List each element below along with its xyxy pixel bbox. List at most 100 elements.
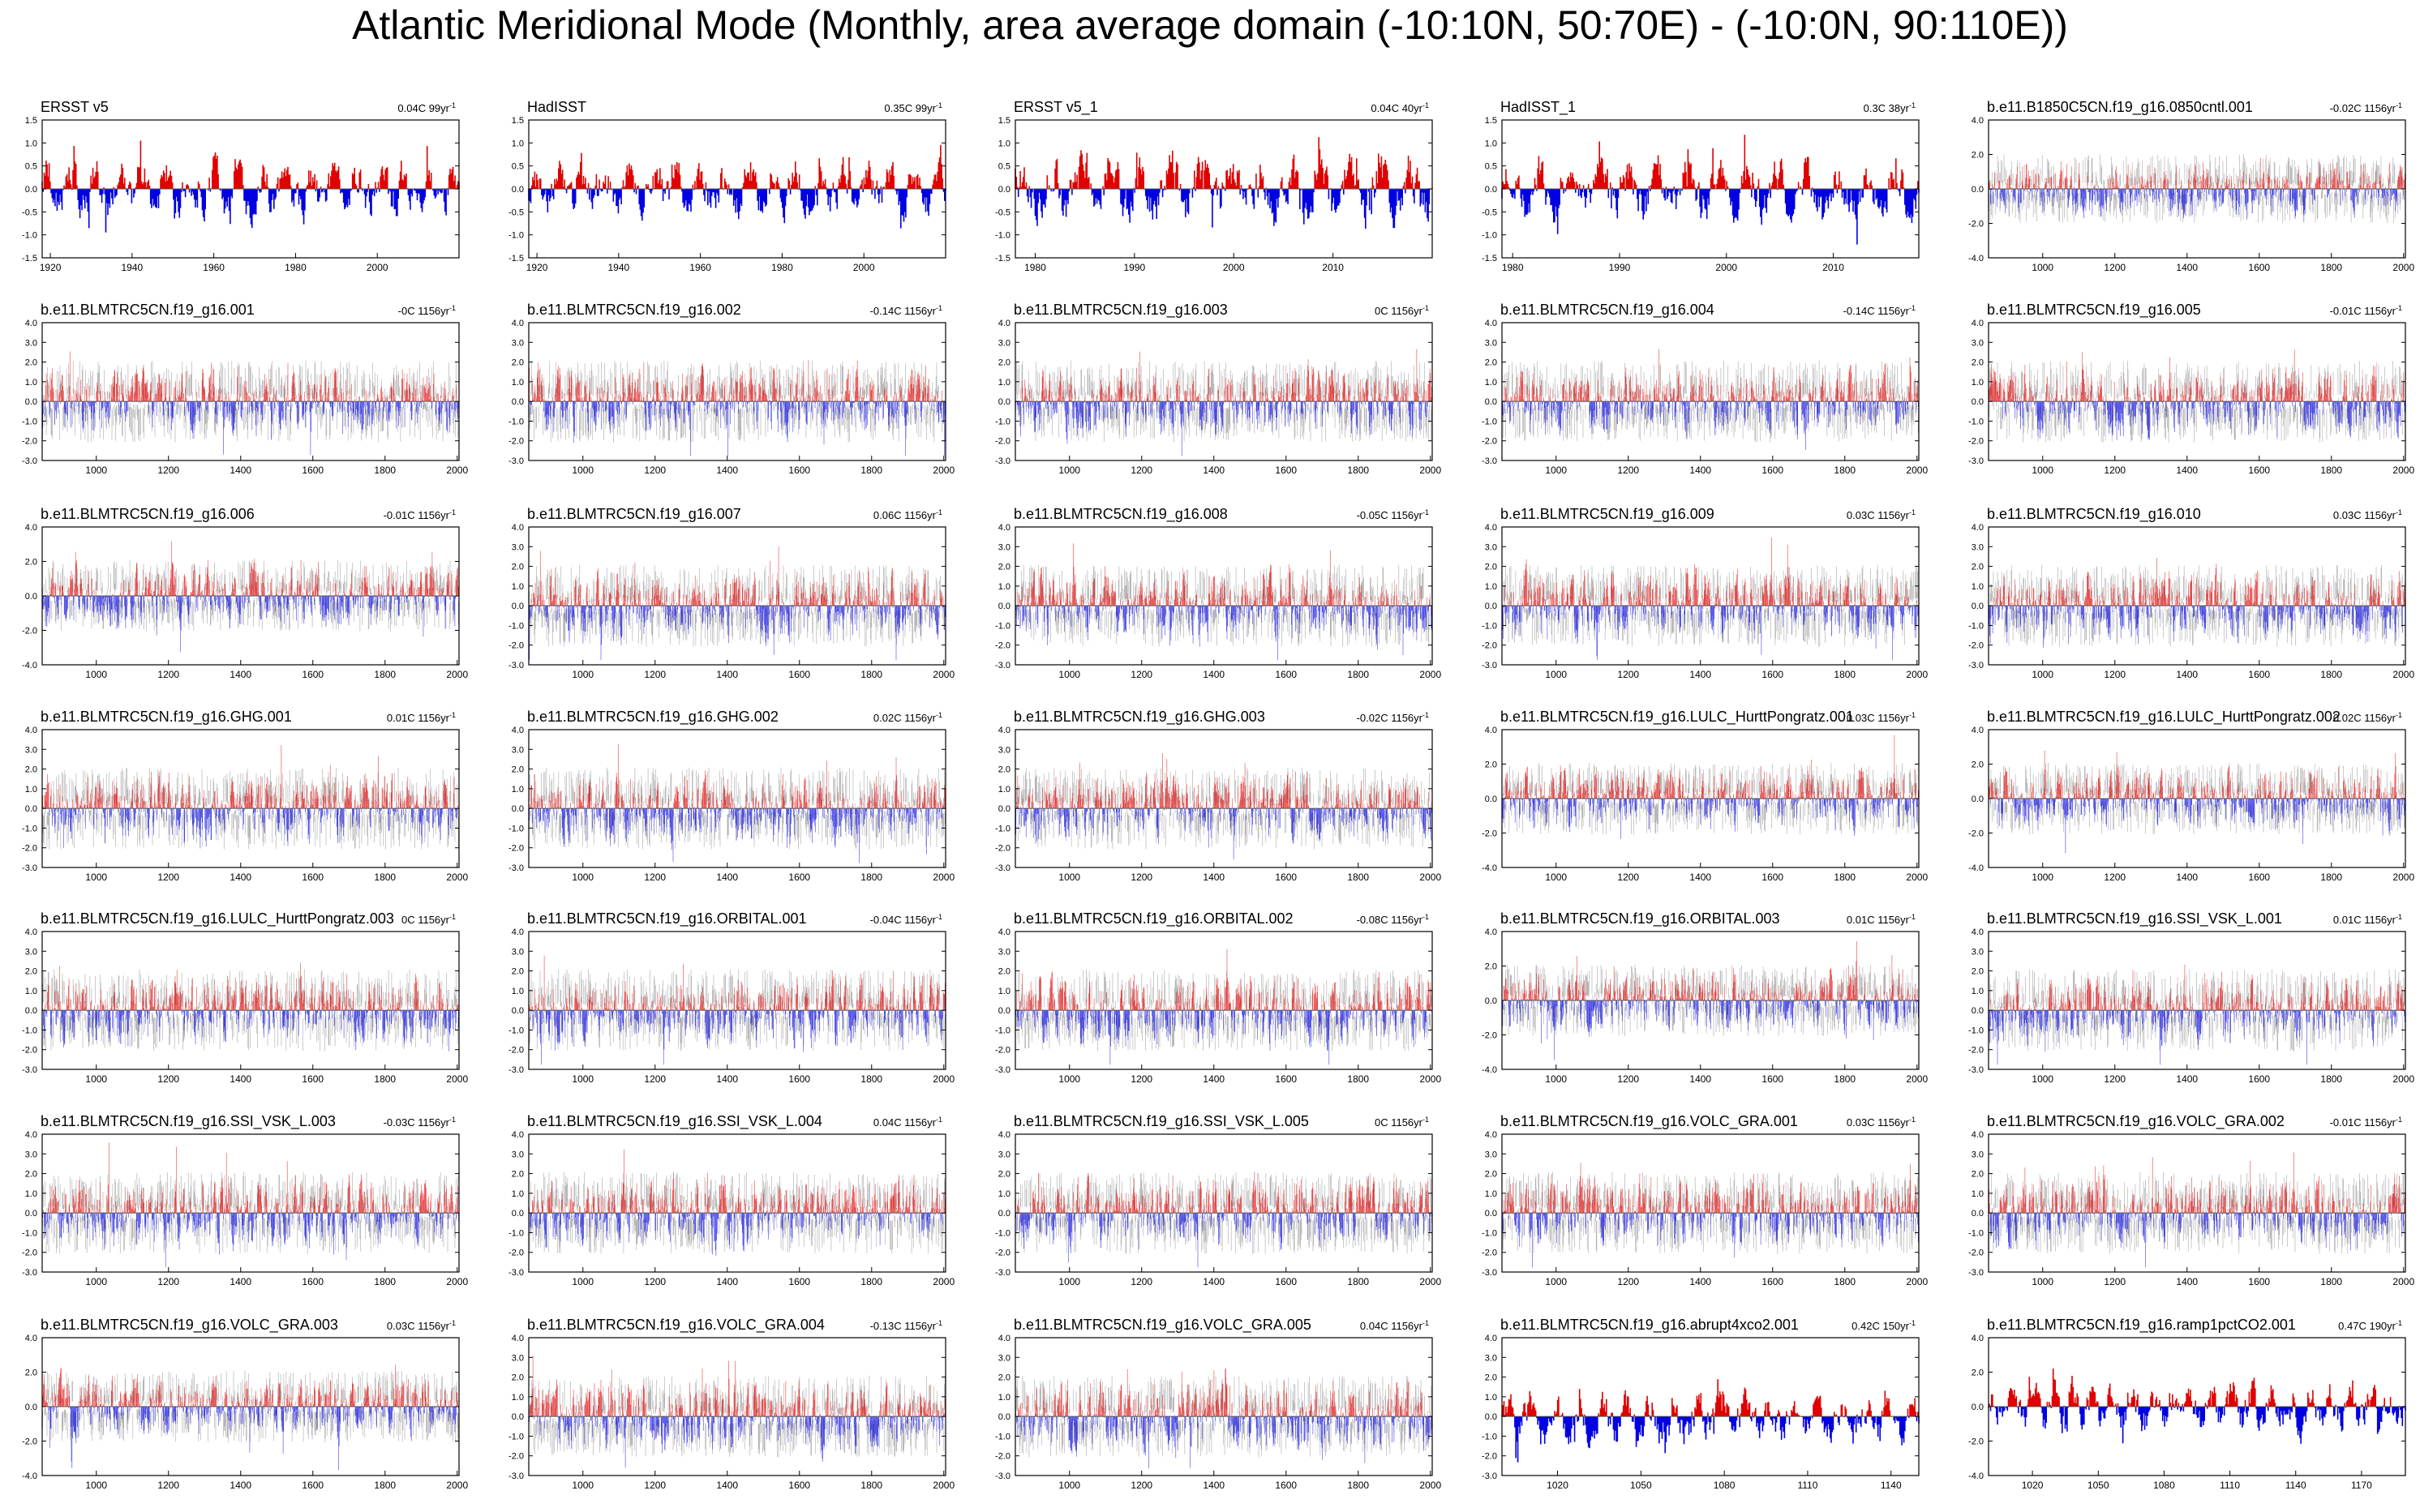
x-tick-label: 1000 xyxy=(2032,1276,2053,1287)
y-tick-label: 0.0 xyxy=(512,602,524,611)
panel-trend-exponent: -1 xyxy=(936,913,942,921)
panel-trend: 0C 1156yr-1 xyxy=(1375,304,1429,317)
y-tick-label: 0.0 xyxy=(512,804,524,814)
y-tick-label: -2.0 xyxy=(995,1249,1010,1258)
panel-26: b.e11.BLMTRC5CN.f19_g16.SSI_VSK_L.003 -0.… xyxy=(22,1113,468,1287)
y-tick-label: 0.0 xyxy=(512,1006,524,1016)
panel-34: b.e11.BLMTRC5CN.f19_g16.abrupt4xco2.001 0… xyxy=(1482,1317,1920,1491)
x-tick-label: 1400 xyxy=(716,669,738,680)
y-tick-label: -1.5 xyxy=(22,254,37,263)
y-tick-label: 4.0 xyxy=(1485,319,1497,328)
panel-trend: 0C 1156yr-1 xyxy=(401,913,456,926)
y-tick-label: 1.0 xyxy=(512,582,524,592)
plot-frame xyxy=(528,1133,946,1273)
y-tick-label: 3.0 xyxy=(1485,1150,1497,1159)
panel-23: b.e11.BLMTRC5CN.f19_g16.ORBITAL.002 -0.08… xyxy=(995,910,1441,1085)
panel-12: b.e11.BLMTRC5CN.f19_g16.007 0.06C 1156yr-… xyxy=(508,506,955,680)
x-tick-label: 1600 xyxy=(1275,1480,1297,1491)
y-tick-label: -3.0 xyxy=(995,863,1010,873)
y-tick-label: -2.0 xyxy=(508,437,524,447)
y-tick-label: 0.5 xyxy=(998,162,1010,172)
y-tick-label: -4.0 xyxy=(1482,1065,1497,1075)
panel-trend-exponent: -1 xyxy=(1909,913,1916,921)
panel-4: HadISST_1 0.3C 38yr-1 1.5 1.0 0.5 0.0 -0.5 -1.0… xyxy=(1482,99,1920,273)
panel-14: b.e11.BLMTRC5CN.f19_g16.009 0.03C 1156yr-… xyxy=(1482,506,1928,680)
x-tick-label: 1600 xyxy=(2248,262,2270,273)
x-tick-label: 1200 xyxy=(1617,669,1639,680)
y-tick-label: -1.0 xyxy=(508,417,524,426)
y-tick-label: 3.0 xyxy=(1485,542,1497,552)
x-tick-label: 1200 xyxy=(2104,262,2126,273)
panel-trend: 0.03C 1156yr-1 xyxy=(1847,1116,1916,1129)
y-tick-label: 4.0 xyxy=(512,1334,524,1343)
positive-anomaly-series xyxy=(1015,137,1433,189)
y-tick-label: 2.0 xyxy=(1485,962,1497,972)
y-tick-label: 0.0 xyxy=(1485,1209,1497,1219)
negative-anomaly-series xyxy=(530,401,946,456)
x-tick-label: 1800 xyxy=(2320,262,2342,273)
x-tick-label: 2000 xyxy=(933,1073,955,1085)
y-tick-label: 3.0 xyxy=(998,338,1010,348)
y-tick-label: 1.5 xyxy=(998,116,1010,126)
panel-title: b.e11.BLMTRC5CN.f19_g16.002 xyxy=(527,302,741,319)
y-tick-label: 1.5 xyxy=(25,116,37,126)
x-tick-label: 1000 xyxy=(1058,1480,1080,1491)
y-tick-label: 4.0 xyxy=(1485,1130,1497,1140)
y-tick-label: 2.0 xyxy=(1972,563,1984,572)
x-tick-label: 1000 xyxy=(1058,872,1080,883)
x-tick-label: 1200 xyxy=(644,465,666,476)
x-tick-label: 1600 xyxy=(1275,465,1297,476)
panel-trend-exponent: -1 xyxy=(449,304,456,312)
y-tick-label: 0.0 xyxy=(998,804,1010,814)
panel-title: b.e11.BLMTRC5CN.f19_g16.001 xyxy=(41,302,255,319)
plot-frame xyxy=(41,931,460,1070)
panel-title: b.e11.BLMTRC5CN.f19_g16.SSI_VSK_L.003 xyxy=(41,1113,336,1130)
x-tick-label: 1800 xyxy=(1834,669,1856,680)
x-tick-label: 1200 xyxy=(1131,872,1152,883)
panel-trend: -0.04C 1156yr-1 xyxy=(870,913,942,926)
y-tick-label: 0.0 xyxy=(25,804,37,814)
panel-trend-exponent: -1 xyxy=(449,913,456,921)
x-tick-label: 1170 xyxy=(2351,1480,2372,1491)
x-tick-label: 1400 xyxy=(716,465,738,476)
panel-title: b.e11.BLMTRC5CN.f19_g16.LULC_HurttPongra… xyxy=(1500,709,1854,726)
panel-2: HadISST 0.35C 99yr-1 1.5 1.0 0.5 0.0 -0.5 -1.0 -… xyxy=(508,99,946,273)
y-tick-label: 0.0 xyxy=(998,1006,1010,1016)
plot-frame xyxy=(1015,1337,1433,1476)
x-tick-label: 1600 xyxy=(302,465,324,476)
y-tick-label: 3.0 xyxy=(512,338,524,348)
x-tick-label: 1600 xyxy=(1275,1073,1297,1085)
x-tick-label: 1400 xyxy=(230,1480,251,1491)
x-tick-label: 1200 xyxy=(644,872,666,883)
panel-trend: 0.3C 38yr-1 xyxy=(1864,101,1916,114)
y-tick-label: 0.0 xyxy=(998,397,1010,407)
x-tick-label: 1600 xyxy=(2248,872,2270,883)
x-tick-label: 1400 xyxy=(1689,669,1711,680)
x-tick-label: 1000 xyxy=(85,1480,107,1491)
y-tick-label: 4.0 xyxy=(1972,319,1984,328)
negative-anomaly-series xyxy=(1988,1407,2406,1444)
panel-trend: 0.03C 1156yr-1 xyxy=(387,1319,456,1332)
x-tick-label: 1980 xyxy=(1502,262,1524,273)
y-tick-label: 3.0 xyxy=(998,542,1010,552)
y-tick-label: 0.0 xyxy=(998,185,1010,195)
y-tick-label: 4.0 xyxy=(25,927,37,937)
x-tick-label: 1800 xyxy=(374,1480,396,1491)
panel-trend: 0.42C 150yr-1 xyxy=(1851,1319,1916,1332)
y-tick-label: -2.0 xyxy=(995,437,1010,447)
y-tick-label: -1.0 xyxy=(1968,1026,1984,1035)
x-tick-label: 1200 xyxy=(157,1276,179,1287)
x-tick-label: 2000 xyxy=(933,1480,955,1491)
y-tick-label: 4.0 xyxy=(1485,1334,1497,1343)
y-tick-label: -2.0 xyxy=(1482,829,1497,839)
y-tick-label: 4.0 xyxy=(998,1334,1010,1343)
x-tick-label: 1200 xyxy=(2104,1073,2126,1085)
x-tick-label: 2000 xyxy=(1419,872,1441,883)
y-tick-label: -1.5 xyxy=(508,254,524,263)
y-tick-label: 1.0 xyxy=(1485,378,1497,388)
positive-anomaly-series xyxy=(1989,1369,2405,1407)
y-tick-label: 4.0 xyxy=(25,319,37,328)
panel-trend-exponent: -1 xyxy=(2396,711,2402,719)
panel-25: b.e11.BLMTRC5CN.f19_g16.SSI_VSK_L.001 0.0… xyxy=(1968,910,2414,1085)
